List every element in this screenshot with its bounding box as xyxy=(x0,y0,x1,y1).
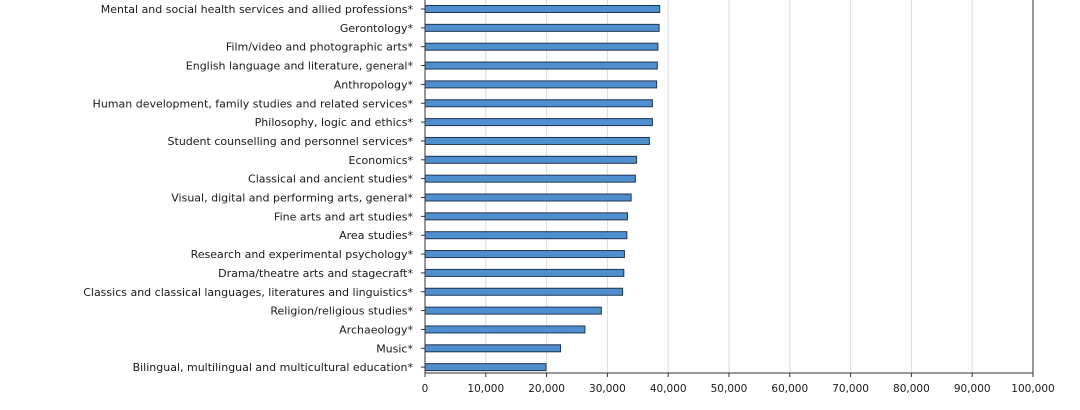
bar xyxy=(424,193,632,202)
x-tick-labels: 0 10,000 20,000 30,000 40,000 50,000 60,000 70,… xyxy=(422,383,1055,395)
category-label: Drama/theatre arts and stagecraft* xyxy=(218,267,413,280)
bar xyxy=(424,287,624,296)
x-tick-label: 70,000 xyxy=(832,383,869,395)
bar xyxy=(424,155,638,164)
category-labels: Mental and social health services and al… xyxy=(83,3,413,374)
bar xyxy=(424,80,658,89)
x-tick-label: 60,000 xyxy=(771,383,808,395)
bars xyxy=(424,5,661,372)
bar xyxy=(424,306,602,315)
bar xyxy=(424,325,586,334)
axes xyxy=(421,0,1034,377)
category-label: Visual, digital and performing arts, gen… xyxy=(171,192,413,205)
bar xyxy=(424,231,628,240)
x-tick-label: 90,000 xyxy=(954,383,991,395)
x-tick-label: 80,000 xyxy=(893,383,930,395)
category-label: English language and literature, general… xyxy=(186,60,414,73)
category-label: Research and experimental psychology* xyxy=(191,248,414,261)
category-label: Human development, family studies and re… xyxy=(93,97,414,110)
x-tick-label: 40,000 xyxy=(650,383,687,395)
category-label: Classics and classical languages, litera… xyxy=(83,286,413,299)
bar xyxy=(424,212,628,221)
bar xyxy=(424,61,658,70)
x-tick-label: 30,000 xyxy=(589,383,626,395)
category-label: Religion/religious studies* xyxy=(270,305,413,318)
category-label: Philosophy, logic and ethics* xyxy=(255,116,414,129)
bar xyxy=(424,99,653,108)
bar xyxy=(424,5,661,13)
category-label: Mental and social health services and al… xyxy=(101,3,414,16)
bar xyxy=(424,136,650,145)
bar xyxy=(424,250,625,259)
bar xyxy=(424,268,625,277)
x-tick-label: 50,000 xyxy=(711,383,748,395)
gridlines xyxy=(485,0,1034,373)
category-label: Archaeology* xyxy=(339,323,413,336)
bar xyxy=(424,23,660,32)
x-tick-label: 20,000 xyxy=(528,383,565,395)
bar xyxy=(424,363,547,372)
category-label: Anthropology* xyxy=(334,78,414,91)
category-label: Fine arts and art studies* xyxy=(274,210,413,223)
category-label: Music* xyxy=(376,342,413,355)
bar xyxy=(424,344,562,353)
bar xyxy=(424,174,636,183)
category-label: Area studies* xyxy=(339,229,413,242)
category-label: Gerontology* xyxy=(340,22,414,35)
x-tick-label: 100,000 xyxy=(1011,383,1054,395)
category-label: Student counselling and personnel servic… xyxy=(168,135,414,148)
x-tick-label: 0 xyxy=(422,383,429,395)
category-label: Film/video and photographic arts* xyxy=(226,41,414,54)
x-tick-label: 10,000 xyxy=(467,383,504,395)
bar xyxy=(424,42,659,51)
category-label: Classical and ancient studies* xyxy=(248,173,413,186)
bar xyxy=(424,118,653,127)
category-label: Economics* xyxy=(349,154,414,167)
category-label: Bilingual, multilingual and multicultura… xyxy=(133,361,414,374)
